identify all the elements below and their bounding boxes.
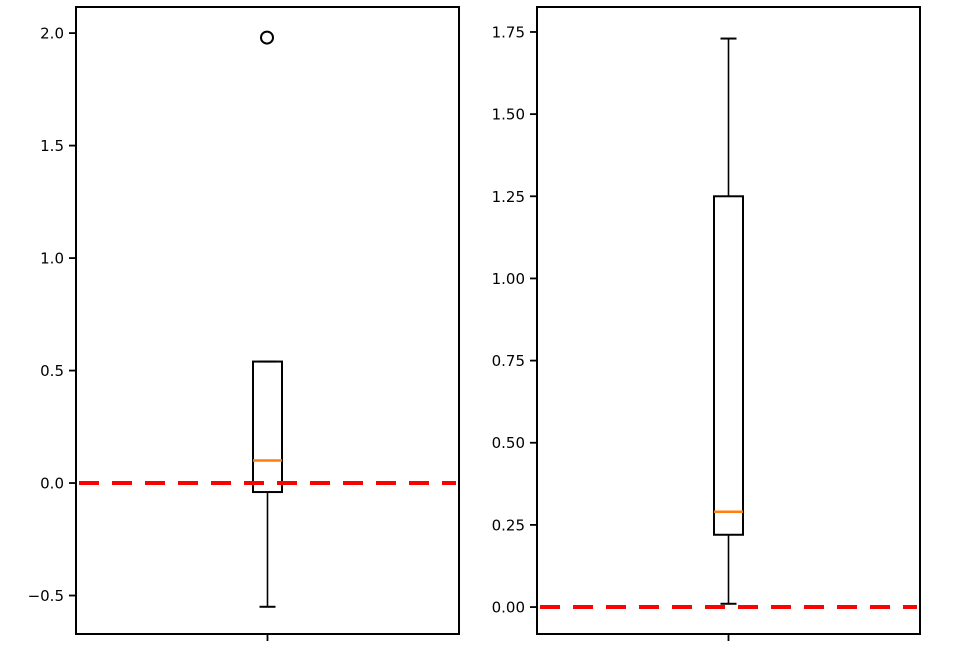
y-tick-label-right: 1.00 — [492, 270, 525, 288]
outlier-marker-left — [260, 30, 274, 45]
y-tick-label-right: 1.50 — [492, 106, 525, 124]
y-tick-label-right: 1.25 — [492, 188, 525, 206]
y-tick-label-right: 1.75 — [492, 23, 525, 41]
y-tick-label-left: 1.0 — [40, 250, 64, 268]
y-tick-label-right: 0.00 — [492, 599, 525, 617]
y-tick-label-left: 1.5 — [40, 137, 64, 155]
y-tick-label-left: 2.0 — [40, 25, 64, 43]
y-tick-label-left: −0.5 — [28, 587, 64, 605]
y-tick-label-right: 0.75 — [492, 352, 525, 370]
y-tick-label-left: 0.0 — [40, 475, 64, 493]
y-tick-label-right: 0.50 — [492, 434, 525, 452]
y-tick-label-right: 0.25 — [492, 516, 525, 534]
y-tick-label-left: 0.5 — [40, 362, 64, 380]
iqr-box-right — [713, 195, 744, 536]
iqr-box-left — [252, 360, 283, 494]
